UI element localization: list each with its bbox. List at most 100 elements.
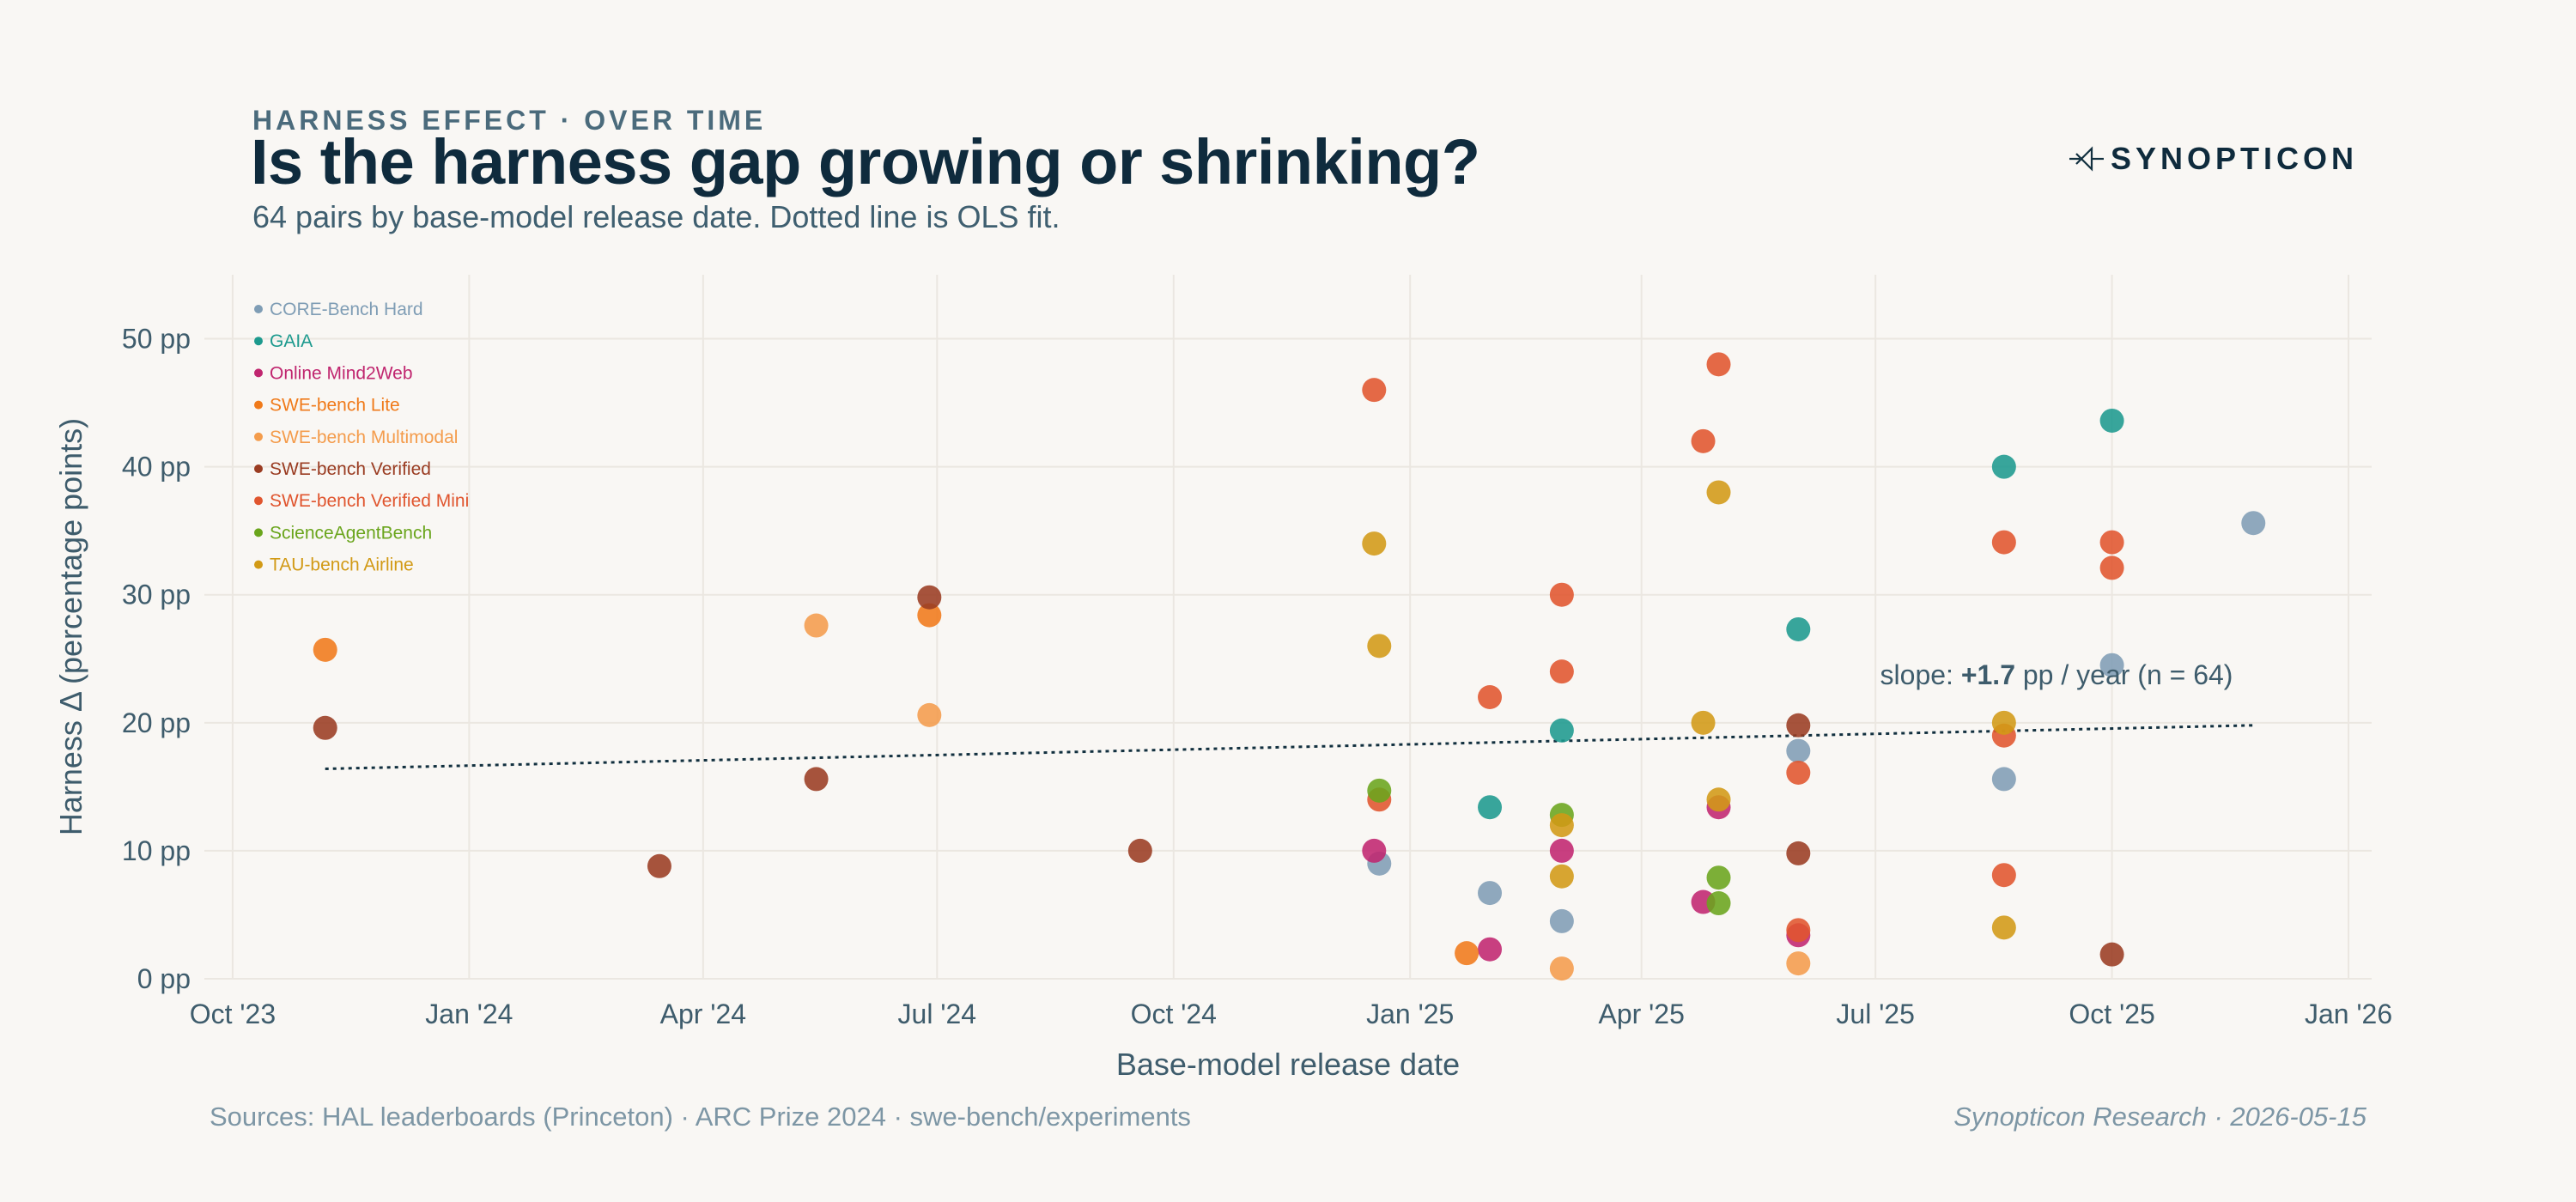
slope-value: +1.7 <box>1961 659 2015 690</box>
data-point-swe-bench-multimodal <box>917 702 942 727</box>
data-point-swe-bench-verified-mini <box>1549 659 1574 684</box>
x-tick-label: Apr '25 <box>1598 999 1684 1029</box>
x-axis-title: Base-model release date <box>1116 1047 1460 1082</box>
chart-subtitle: 64 pairs by base-model release date. Dot… <box>252 199 1060 234</box>
x-tick-label: Jul '25 <box>1836 999 1915 1029</box>
data-point-swe-bench-verified-mini <box>1786 760 1811 785</box>
x-axis-ticks: Oct '23 Jan '24 Apr '24 Jul '24 Oct '24 Jan '… <box>190 999 2392 1029</box>
data-point-swe-bench-verified-mini <box>1478 685 1503 709</box>
synopticon-logo-icon <box>2069 146 2104 172</box>
data-point-swe-bench-verified <box>313 715 337 740</box>
data-point-swe-bench-verified-mini <box>1549 582 1574 607</box>
y-tick-label: 10 pp <box>122 835 191 866</box>
legend-marker <box>254 432 263 441</box>
x-tick-label: Apr '24 <box>660 999 746 1029</box>
data-point-swe-bench-verified-mini <box>2099 555 2124 580</box>
x-tick-label: Jan '26 <box>2305 999 2392 1029</box>
y-axis-title: Harness Δ (percentage points) <box>53 418 88 835</box>
data-point-gaia <box>1549 718 1574 743</box>
data-point-swe-bench-verified <box>917 585 942 610</box>
legend-marker <box>254 368 263 378</box>
data-point-tau-bench-airline <box>1706 480 1731 505</box>
data-point-core-bench-hard <box>2099 653 2124 677</box>
data-point-swe-bench-verified-mini <box>1706 352 1731 377</box>
data-point-tau-bench-airline <box>1367 634 1392 659</box>
data-point-gaia <box>1478 795 1503 820</box>
x-tick-label: Jan '24 <box>425 999 513 1029</box>
data-point-scienceagentbench <box>1706 891 1731 916</box>
chart-title: Is the harness gap growing or shrinking? <box>251 126 1480 197</box>
legend-label: GAIA <box>270 331 313 351</box>
data-point-swe-bench-multimodal <box>1786 951 1811 976</box>
data-point-swe-bench-verified <box>804 767 829 792</box>
data-point-core-bench-hard <box>2241 511 2266 536</box>
slope-suffix: pp / year (n = 64) <box>2015 659 2233 690</box>
plot-area <box>204 275 2372 979</box>
y-axis-ticks: 0 pp 10 pp 20 pp 30 pp 40 pp 50 pp <box>122 324 191 994</box>
chart-kicker: HARNESS EFFECT · OVER TIME <box>252 105 767 136</box>
legend-label: SWE-bench Verified Mini <box>270 491 469 511</box>
y-tick-label: 20 pp <box>122 707 191 738</box>
data-point-online-mind2web <box>1362 838 1387 863</box>
data-point-swe-bench-verified <box>647 853 671 878</box>
data-point-tau-bench-airline <box>1691 710 1716 735</box>
legend-label: SWE-bench Lite <box>270 396 400 416</box>
data-point-tau-bench-airline <box>1991 915 2016 940</box>
data-points <box>313 352 2266 981</box>
data-point-tau-bench-airline <box>1991 710 2016 735</box>
data-point-gaia <box>1786 616 1811 641</box>
data-point-swe-bench-lite <box>1455 941 1479 966</box>
slope-prefix: slope: <box>1880 659 1961 690</box>
grid-lines <box>204 275 2372 980</box>
data-point-swe-bench-verified-mini <box>1991 863 2016 888</box>
x-tick-label: Oct '24 <box>1131 999 1217 1029</box>
data-point-swe-bench-verified-mini <box>1786 918 1811 943</box>
data-point-swe-bench-multimodal <box>1549 956 1574 981</box>
legend-label: Online Mind2Web <box>270 363 413 383</box>
data-point-scienceagentbench <box>1706 865 1731 890</box>
data-point-swe-bench-lite <box>313 637 337 662</box>
data-point-tau-bench-airline <box>1706 787 1731 812</box>
legend-label: CORE-Bench Hard <box>270 300 423 319</box>
data-point-tau-bench-airline <box>1549 864 1574 889</box>
data-point-tau-bench-airline <box>1362 531 1387 556</box>
data-point-core-bench-hard <box>1478 881 1503 906</box>
x-tick-label: Oct '25 <box>2069 999 2154 1029</box>
data-point-online-mind2web <box>1478 937 1503 962</box>
y-tick-label: 50 pp <box>122 324 191 355</box>
data-point-online-mind2web <box>1549 838 1574 863</box>
legend-marker <box>254 305 263 313</box>
data-point-swe-bench-verified-mini <box>1991 530 2016 555</box>
x-tick-label: Jan '25 <box>1366 999 1454 1029</box>
sources-note: Sources: HAL leaderboards (Princeton) · … <box>210 1102 1191 1132</box>
data-point-tau-bench-airline <box>1549 813 1574 838</box>
legend-marker <box>254 464 263 473</box>
brand-logo: SYNOPTICON <box>2068 141 2358 177</box>
legend-marker <box>254 337 263 346</box>
x-tick-label: Jul '24 <box>898 999 977 1029</box>
data-point-core-bench-hard <box>1991 767 2016 792</box>
data-point-swe-bench-verified <box>2099 942 2124 967</box>
legend-label: ScienceAgentBench <box>270 523 432 543</box>
data-point-scienceagentbench <box>1367 778 1392 803</box>
legend-marker <box>254 560 263 569</box>
legend-marker <box>254 528 263 537</box>
credit-note: Synopticon Research · 2026-05-15 <box>1953 1102 2366 1132</box>
data-point-core-bench-hard <box>1549 908 1574 933</box>
y-tick-label: 40 pp <box>122 452 191 483</box>
legend-marker <box>254 400 263 410</box>
x-tick-label: Oct '23 <box>190 999 276 1029</box>
data-point-swe-bench-verified-mini <box>1691 428 1716 453</box>
data-point-swe-bench-lite <box>917 603 942 628</box>
data-point-swe-bench-verified <box>1786 841 1811 865</box>
data-point-gaia <box>2099 408 2124 433</box>
y-tick-label: 30 pp <box>122 580 191 610</box>
data-point-swe-bench-verified <box>1786 713 1811 738</box>
legend-label: SWE-bench Multimodal <box>270 428 458 447</box>
legend-label: TAU-bench Airline <box>270 555 414 575</box>
data-point-gaia <box>1991 454 2016 479</box>
slope-annotation: slope: +1.7 pp / year (n = 64) <box>1880 659 2233 690</box>
legend-label: SWE-bench Verified <box>270 459 431 479</box>
legend-marker <box>254 496 263 506</box>
